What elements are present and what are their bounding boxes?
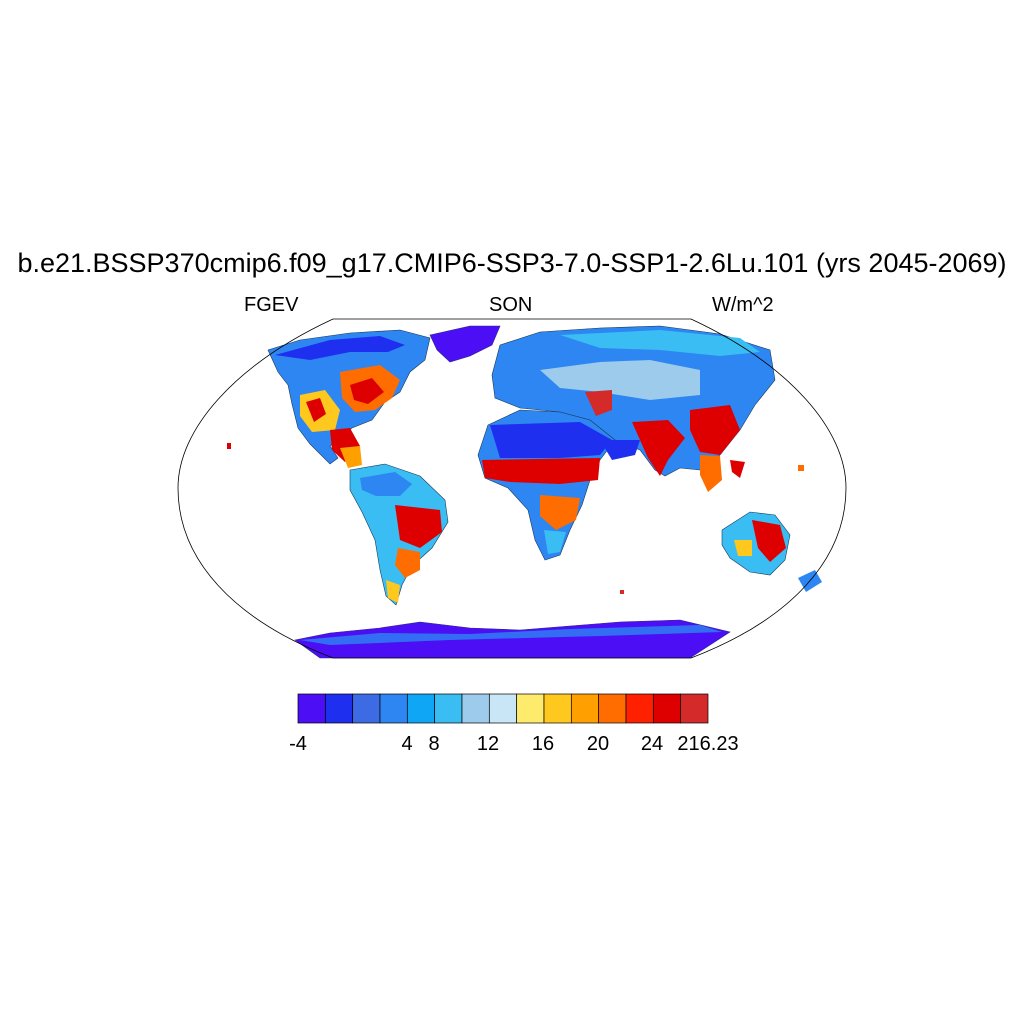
colorbar-tick-label: 8 <box>428 733 440 755</box>
units-label: W/m^2 <box>712 294 774 316</box>
colorbar-box <box>543 693 572 724</box>
colorbar-box <box>461 693 490 724</box>
colorbar-box <box>570 693 600 724</box>
colorbar-tick-label: 20 <box>586 733 610 755</box>
colorbar-tick-label: 216.23 <box>677 733 739 755</box>
season-label: SON <box>489 294 533 316</box>
colorbar-box <box>488 693 518 724</box>
colorbar-box <box>625 693 654 724</box>
island-marker <box>798 465 804 471</box>
africa-region <box>477 409 640 561</box>
colorbar-box <box>352 693 381 724</box>
colorbar-box <box>434 693 463 724</box>
eurasia-region <box>491 325 776 492</box>
antarctica-region <box>294 619 731 659</box>
variable-label: FGEV <box>244 294 299 316</box>
colorbar-tick-label: -4 <box>289 733 307 755</box>
colorbar-box <box>598 693 627 724</box>
greenland-region <box>429 325 501 363</box>
colorbar-tick-label: 12 <box>476 733 500 755</box>
australia-region <box>721 511 822 592</box>
colorbar-tick-label: 24 <box>640 733 664 755</box>
island-marker <box>227 443 231 449</box>
colorbar-box <box>652 693 682 724</box>
map-border <box>177 318 847 659</box>
colorbar-tick-label: 4 <box>401 733 413 755</box>
plot-title: b.e21.BSSP370cmip6.f09_g17.CMIP6-SSP3-7.… <box>17 248 1007 278</box>
colorbar-box <box>406 693 436 724</box>
colorbar-box <box>379 693 408 724</box>
island-marker <box>620 590 624 594</box>
colorbar-box <box>324 693 354 724</box>
colorbar-box <box>297 693 326 724</box>
colorbar-box <box>680 693 709 724</box>
colorbar-box <box>516 693 545 724</box>
colorbar-tick-label: 16 <box>531 733 555 755</box>
north-america-region <box>267 329 431 468</box>
south-america-region <box>349 463 449 606</box>
colorbar <box>297 693 709 724</box>
